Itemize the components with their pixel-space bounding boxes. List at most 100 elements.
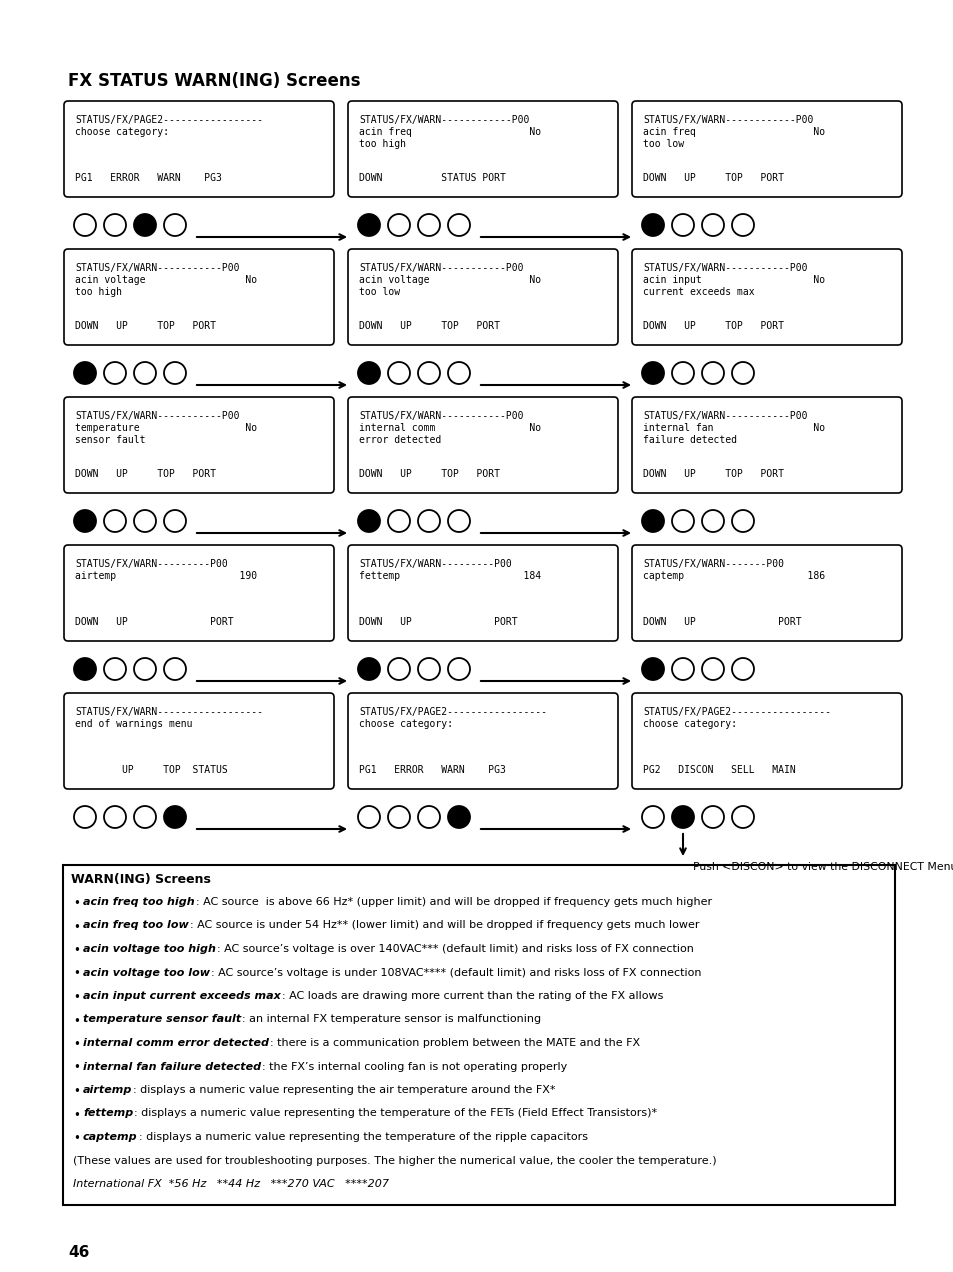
Text: •: •	[73, 1062, 80, 1075]
Text: •: •	[73, 991, 80, 1004]
Circle shape	[417, 806, 439, 828]
Text: DOWN   UP     TOP   PORT: DOWN UP TOP PORT	[642, 173, 783, 183]
Circle shape	[417, 510, 439, 532]
Circle shape	[641, 510, 663, 532]
Text: STATUS/FX/WARN-----------P00: STATUS/FX/WARN-----------P00	[642, 263, 806, 273]
Text: •: •	[73, 1108, 80, 1122]
Text: •: •	[73, 1015, 80, 1028]
Circle shape	[164, 363, 186, 384]
Circle shape	[671, 806, 693, 828]
Circle shape	[388, 214, 410, 237]
Text: STATUS/FX/WARN-------P00: STATUS/FX/WARN-------P00	[642, 558, 783, 569]
Text: acin freq too low: acin freq too low	[83, 921, 189, 931]
Text: STATUS/FX/WARN---------P00: STATUS/FX/WARN---------P00	[75, 558, 228, 569]
Text: STATUS/FX/WARN------------P00: STATUS/FX/WARN------------P00	[642, 114, 813, 125]
FancyBboxPatch shape	[631, 544, 901, 641]
Text: : displays a numeric value representing the temperature of the ripple capacitors: : displays a numeric value representing …	[138, 1132, 587, 1142]
Text: DOWN   UP     TOP   PORT: DOWN UP TOP PORT	[358, 469, 499, 480]
Text: : AC loads are drawing more current than the rating of the FX allows: : AC loads are drawing more current than…	[281, 991, 662, 1001]
Text: end of warnings menu: end of warnings menu	[75, 719, 193, 729]
Text: : displays a numeric value representing the temperature of the FETs (Field Effec: : displays a numeric value representing …	[134, 1108, 657, 1118]
Circle shape	[701, 806, 723, 828]
Circle shape	[701, 363, 723, 384]
Circle shape	[74, 658, 96, 681]
Text: STATUS/FX/WARN------------------: STATUS/FX/WARN------------------	[75, 707, 263, 717]
Text: UP     TOP  STATUS: UP TOP STATUS	[75, 764, 228, 775]
Text: •: •	[73, 944, 80, 957]
Circle shape	[388, 658, 410, 681]
Circle shape	[448, 658, 470, 681]
FancyBboxPatch shape	[348, 693, 618, 789]
Text: acin voltage                 No: acin voltage No	[75, 275, 257, 285]
Text: failure detected: failure detected	[642, 435, 737, 445]
Text: STATUS/FX/PAGE2-----------------: STATUS/FX/PAGE2-----------------	[75, 114, 263, 125]
Circle shape	[74, 510, 96, 532]
Circle shape	[388, 510, 410, 532]
Circle shape	[671, 214, 693, 237]
Circle shape	[74, 214, 96, 237]
Text: too high: too high	[358, 139, 406, 149]
Text: PG2   DISCON   SELL   MAIN: PG2 DISCON SELL MAIN	[642, 764, 795, 775]
Text: internal comm error detected: internal comm error detected	[83, 1038, 269, 1048]
Circle shape	[731, 658, 753, 681]
Text: (These values are used for troubleshooting purposes. The higher the numerical va: (These values are used for troubleshooti…	[73, 1155, 716, 1165]
Text: : there is a communication problem between the MATE and the FX: : there is a communication problem betwe…	[270, 1038, 639, 1048]
Text: too high: too high	[75, 287, 122, 296]
Text: FX STATUS WARN(ING) Screens: FX STATUS WARN(ING) Screens	[68, 73, 360, 90]
Circle shape	[731, 363, 753, 384]
Text: DOWN   UP     TOP   PORT: DOWN UP TOP PORT	[358, 321, 499, 331]
Text: airtemp                     190: airtemp 190	[75, 571, 257, 581]
FancyBboxPatch shape	[348, 100, 618, 197]
Text: choose category:: choose category:	[642, 719, 737, 729]
Text: internal comm                No: internal comm No	[358, 424, 540, 432]
Text: fettemp: fettemp	[83, 1108, 133, 1118]
Text: : AC source  is above 66 Hz* (upper limit) and will be dropped if frequency gets: : AC source is above 66 Hz* (upper limit…	[195, 897, 711, 907]
Circle shape	[357, 658, 379, 681]
Circle shape	[671, 658, 693, 681]
Text: : an internal FX temperature sensor is malfunctioning: : an internal FX temperature sensor is m…	[242, 1015, 540, 1024]
Circle shape	[417, 363, 439, 384]
Circle shape	[104, 214, 126, 237]
Text: choose category:: choose category:	[358, 719, 453, 729]
Text: error detected: error detected	[358, 435, 441, 445]
Text: •: •	[73, 1038, 80, 1051]
Circle shape	[104, 363, 126, 384]
Text: too low: too low	[642, 139, 683, 149]
Text: acin freq                    No: acin freq No	[642, 127, 824, 137]
Text: : AC source is under 54 Hz** (lower limit) and will be dropped if frequency gets: : AC source is under 54 Hz** (lower limi…	[190, 921, 699, 931]
Text: acin voltage                 No: acin voltage No	[358, 275, 540, 285]
Text: : AC source’s voltage is under 108VAC**** (default limit) and risks loss of FX c: : AC source’s voltage is under 108VAC***…	[211, 968, 700, 977]
Text: •: •	[73, 897, 80, 909]
Text: DOWN   UP              PORT: DOWN UP PORT	[642, 617, 801, 627]
Circle shape	[104, 510, 126, 532]
Text: fettemp                     184: fettemp 184	[358, 571, 540, 581]
Circle shape	[417, 658, 439, 681]
FancyBboxPatch shape	[631, 249, 901, 345]
Text: STATUS/FX/WARN-----------P00: STATUS/FX/WARN-----------P00	[358, 411, 523, 421]
Text: current exceeds max: current exceeds max	[642, 287, 754, 296]
Circle shape	[164, 658, 186, 681]
Circle shape	[133, 363, 156, 384]
Text: STATUS/FX/WARN-----------P00: STATUS/FX/WARN-----------P00	[75, 411, 239, 421]
FancyBboxPatch shape	[631, 100, 901, 197]
Text: : the FX’s internal cooling fan is not operating properly: : the FX’s internal cooling fan is not o…	[262, 1062, 567, 1071]
Circle shape	[641, 214, 663, 237]
Circle shape	[417, 214, 439, 237]
FancyBboxPatch shape	[348, 249, 618, 345]
Text: acin voltage too high: acin voltage too high	[83, 944, 215, 954]
Text: STATUS/FX/PAGE2-----------------: STATUS/FX/PAGE2-----------------	[358, 707, 546, 717]
Circle shape	[448, 806, 470, 828]
Circle shape	[701, 658, 723, 681]
Circle shape	[701, 214, 723, 237]
Text: temperature sensor fault: temperature sensor fault	[83, 1015, 241, 1024]
Text: acin voltage too low: acin voltage too low	[83, 968, 210, 977]
Text: PG1   ERROR   WARN    PG3: PG1 ERROR WARN PG3	[358, 764, 505, 775]
Circle shape	[104, 806, 126, 828]
Circle shape	[731, 806, 753, 828]
Circle shape	[448, 510, 470, 532]
Text: DOWN   UP     TOP   PORT: DOWN UP TOP PORT	[642, 469, 783, 480]
Circle shape	[731, 510, 753, 532]
Circle shape	[104, 658, 126, 681]
Circle shape	[74, 806, 96, 828]
Circle shape	[701, 510, 723, 532]
